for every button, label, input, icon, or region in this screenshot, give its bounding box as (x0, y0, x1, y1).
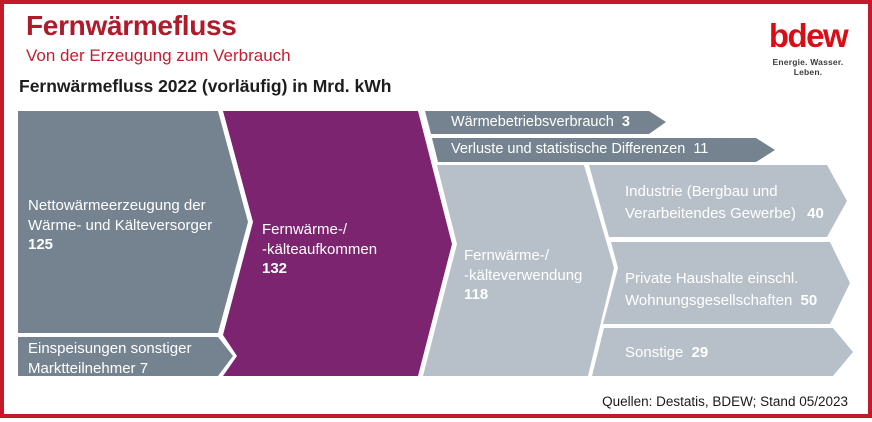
shape-nettowaermeerzeugung (18, 111, 248, 333)
value-118: 118 (464, 286, 489, 303)
label-einspeisungen: Einspeisungen sonstiger Marktteilnehmer … (28, 340, 192, 377)
shape-haushalte (603, 242, 850, 324)
shape-verwendung (423, 165, 614, 376)
value-29: 29 (691, 344, 709, 361)
value-3: 3 (621, 114, 630, 130)
label-haushalte: Private Haushalte einschl. Wohnungsgesel… (625, 270, 818, 309)
bdew-logo-tagline: Energie. Wasser. Leben. (772, 57, 844, 77)
label-verwendung: Fernwärme-/ -kälteverwendung 118 (464, 247, 583, 303)
label-aufkommen: Fernwärme-/ -kälteaufkommen 132 (262, 221, 378, 277)
shape-aufkommen (223, 111, 452, 376)
label-betriebsverbrauch: Wärmebetriebsverbrauch 3 (451, 114, 630, 130)
value-125: 125 (28, 236, 54, 253)
shape-sonstige (592, 328, 853, 376)
page-subtitle: Von der Erzeugung zum Verbrauch (26, 46, 291, 65)
label-industrie: Industrie (Bergbau und Verarbeitendes Ge… (625, 183, 824, 222)
label-nettowaermeerzeugung: Nettowärmeerzeugung der Wärme- und Kälte… (28, 197, 213, 253)
value-11: 11 (693, 141, 709, 157)
page-title: Fernwärmefluss (26, 10, 237, 41)
value-40: 40 (807, 205, 824, 222)
bdew-logo: bdew Energie. Wasser. Leben. (762, 17, 854, 78)
shape-einspeisungen (18, 337, 233, 376)
shape-industrie (589, 165, 847, 237)
shape-betriebsverbrauch (425, 111, 666, 134)
label-verluste: Verluste und statistische Differenzen 11 (451, 141, 709, 157)
chart-heading: Fernwärmefluss 2022 (vorläufig) in Mrd. … (19, 76, 392, 96)
flow-diagram (18, 111, 853, 376)
value-7: 7 (139, 359, 149, 377)
value-132: 132 (262, 260, 288, 277)
label-sonstige: Sonstige 29 (625, 344, 709, 361)
bdew-logo-text: bdew (768, 17, 849, 54)
value-50: 50 (800, 292, 818, 309)
source-note: Quellen: Destatis, BDEW; Stand 05/2023 (602, 394, 848, 409)
shape-verluste (432, 138, 775, 162)
